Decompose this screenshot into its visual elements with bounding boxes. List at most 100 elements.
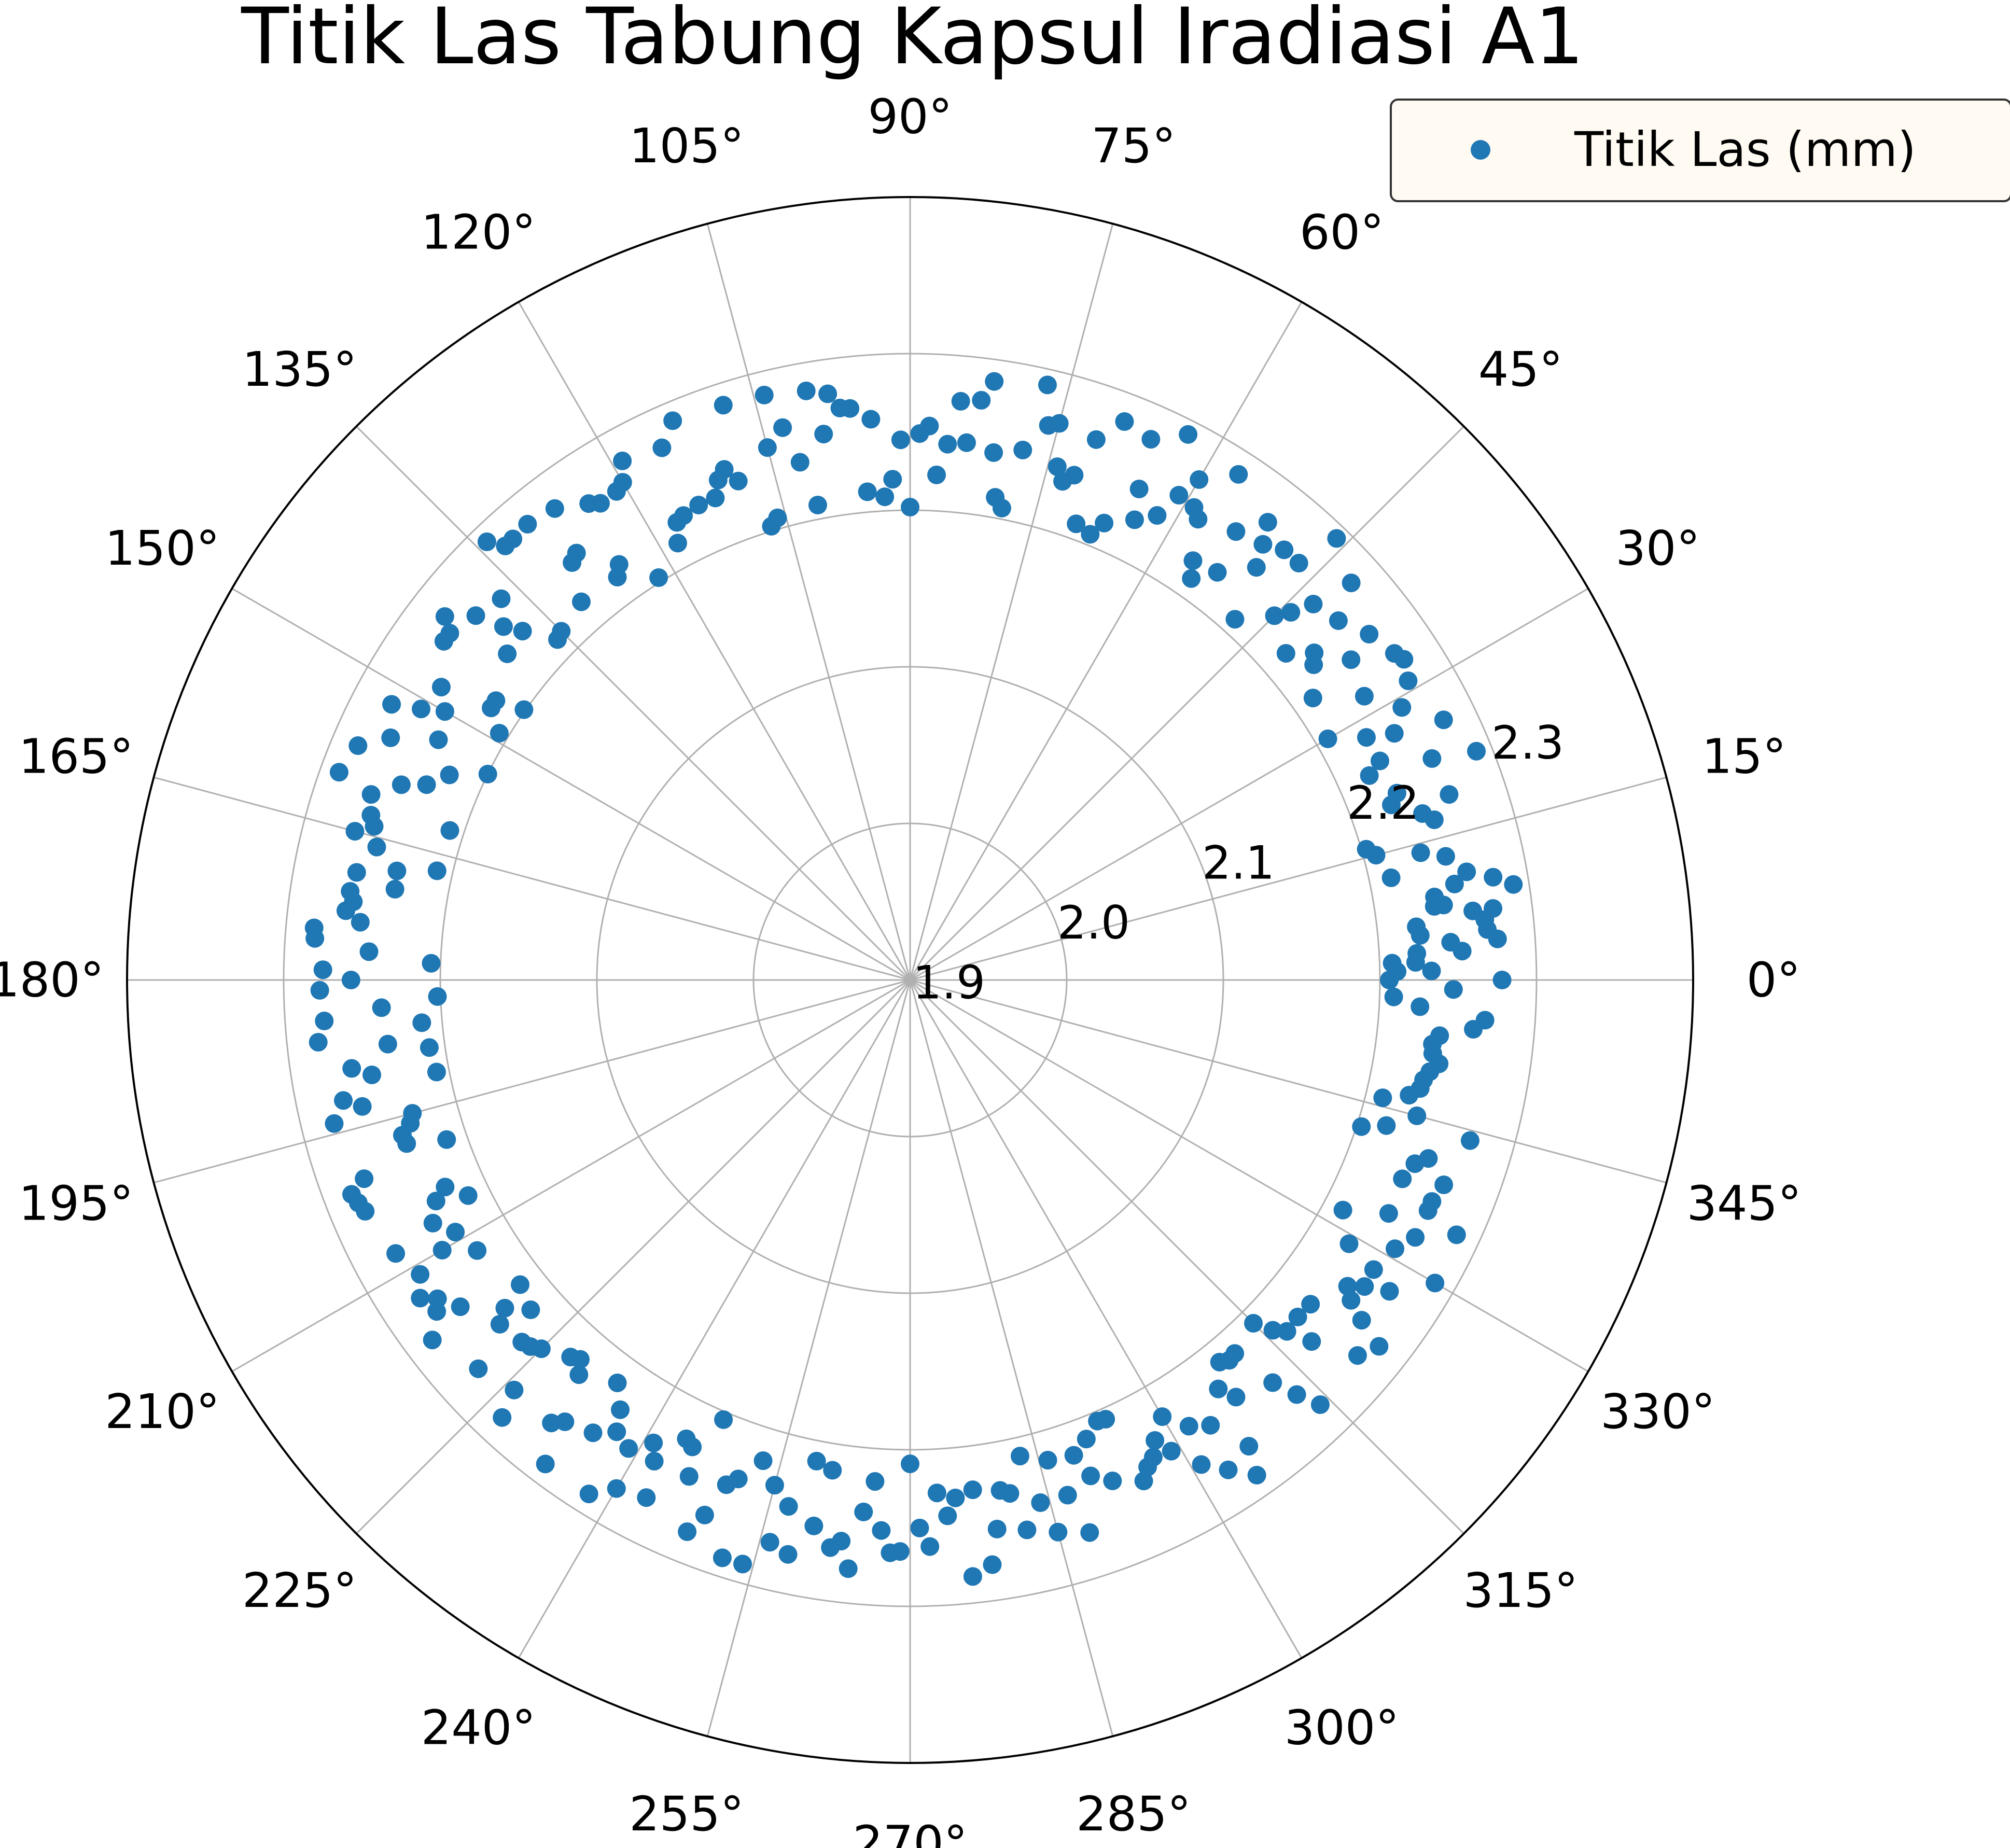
data-point	[355, 1169, 374, 1188]
data-point	[910, 424, 929, 443]
data-point	[854, 1502, 873, 1521]
data-point	[1095, 513, 1114, 533]
angle-gridline-225	[356, 979, 911, 1534]
angle-tick-label: 180°	[0, 953, 104, 1008]
data-point	[1209, 1379, 1228, 1398]
data-point	[1226, 1388, 1246, 1407]
angle-tick-label: 210°	[105, 1384, 220, 1439]
radial-tick-label: 2.0	[1057, 896, 1130, 949]
polar-frame	[126, 196, 1694, 1764]
radial-tick-labels: 1.9 2.0 2.1 2.2 2.3	[913, 716, 1564, 1009]
data-point	[920, 1537, 940, 1556]
data-point	[542, 1413, 561, 1433]
data-point	[351, 913, 370, 932]
data-point	[1208, 563, 1227, 582]
data-point	[435, 607, 454, 626]
data-point	[583, 1423, 603, 1443]
data-point	[1393, 1169, 1412, 1188]
data-point	[412, 1013, 431, 1032]
data-point	[466, 606, 485, 625]
data-point	[683, 1437, 702, 1457]
data-point	[1352, 1117, 1371, 1136]
data-point	[1342, 650, 1361, 669]
data-point	[1146, 1431, 1165, 1450]
angle-gridline-195	[153, 979, 911, 1184]
data-point	[1355, 1277, 1374, 1296]
data-point	[432, 1240, 452, 1259]
data-point	[1125, 510, 1144, 529]
data-point	[1134, 1472, 1153, 1491]
data-point	[1305, 643, 1324, 663]
angle-tick-label: 60°	[1300, 205, 1384, 260]
angle-gridline-315	[909, 979, 1464, 1534]
data-point	[1422, 1192, 1442, 1211]
data-point	[1301, 1295, 1320, 1314]
data-point	[435, 702, 454, 721]
data-point	[611, 1400, 630, 1419]
data-point	[1475, 1011, 1495, 1030]
data-point	[832, 1532, 851, 1551]
data-point	[706, 488, 725, 508]
data-point	[1081, 525, 1100, 544]
data-point	[1080, 1523, 1099, 1542]
data-point	[983, 1555, 1002, 1574]
data-point	[361, 785, 381, 804]
angle-gridline-345	[910, 979, 1667, 1184]
data-point	[518, 514, 537, 534]
data-point	[1081, 1466, 1100, 1486]
data-point	[1053, 472, 1072, 491]
data-point	[1387, 783, 1406, 803]
data-point	[644, 1433, 663, 1452]
data-point	[891, 430, 910, 450]
data-point	[579, 1485, 598, 1504]
data-point	[1355, 687, 1374, 706]
data-point	[536, 1454, 555, 1474]
data-point	[334, 1091, 353, 1110]
data-point	[417, 775, 436, 794]
data-point	[1162, 1441, 1181, 1461]
data-point	[434, 632, 453, 651]
data-point	[1380, 1282, 1399, 1301]
angle-gridline-60	[909, 301, 1303, 981]
data-point	[1430, 1026, 1449, 1045]
data-point	[392, 775, 411, 794]
angle-gridline-285	[909, 979, 1114, 1737]
data-point	[1357, 839, 1376, 859]
angle-tick-label: 270°	[853, 1816, 968, 1848]
angle-gridline-135	[356, 426, 911, 981]
data-point	[1360, 624, 1379, 643]
data-point	[1244, 1313, 1263, 1333]
data-point	[309, 1032, 328, 1052]
data-point	[440, 765, 459, 785]
data-point	[1115, 412, 1134, 431]
data-point	[804, 1516, 823, 1535]
data-point	[1342, 573, 1361, 593]
data-point	[1184, 498, 1204, 517]
data-point	[1179, 1417, 1198, 1436]
data-point	[755, 385, 774, 404]
data-point	[1038, 1451, 1057, 1470]
data-point	[1407, 944, 1427, 963]
radial-tick-label: 2.3	[1491, 716, 1564, 769]
data-point	[422, 954, 441, 973]
data-point	[494, 617, 513, 636]
data-point	[1373, 1088, 1392, 1108]
data-point	[496, 536, 515, 555]
data-point	[1247, 1465, 1266, 1485]
data-point	[1370, 751, 1389, 771]
data-point	[807, 1451, 826, 1471]
data-point	[423, 1213, 442, 1233]
data-point	[492, 589, 511, 608]
data-point	[963, 1567, 982, 1586]
angle-tick-label: 75°	[1091, 118, 1176, 174]
data-point	[875, 487, 895, 507]
data-point	[1039, 416, 1058, 435]
angle-tick-label: 285°	[1076, 1786, 1191, 1842]
data-point	[348, 736, 368, 755]
data-point	[1258, 513, 1277, 532]
data-point	[689, 496, 708, 515]
data-point	[1444, 980, 1463, 999]
data-point	[1288, 1307, 1307, 1326]
data-point	[514, 700, 534, 719]
data-point	[823, 1461, 842, 1480]
